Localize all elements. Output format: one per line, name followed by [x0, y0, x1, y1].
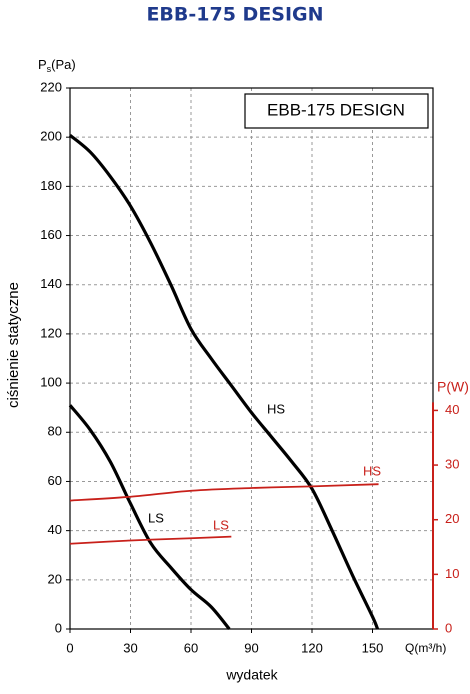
y-tick-label: 100 [40, 375, 62, 390]
legend-box-text: EBB-175 DESIGN [267, 100, 405, 119]
y-tick-label: 200 [40, 129, 62, 144]
y-tick-label: 40 [48, 522, 62, 537]
power-curve [69, 483, 379, 502]
pressure-curve [68, 133, 380, 630]
y2-unit: P(W) [437, 379, 469, 395]
x-axis-label: wydatek [225, 667, 278, 683]
y-tick-label: 160 [40, 227, 62, 242]
y-tick-label: 0 [55, 620, 62, 635]
chart-title: EBB-175 DESIGN [146, 4, 323, 26]
plot-border [69, 87, 434, 630]
power-curve [69, 535, 232, 545]
y-axis-label: ciśnienie statyczne [5, 282, 22, 408]
legend-box [244, 93, 429, 129]
y2-tick-label: 10 [445, 566, 459, 581]
series-label: LS [148, 510, 164, 525]
series-label: LS [213, 517, 229, 532]
x-tick-label: 120 [301, 640, 323, 655]
y-tick-label: 120 [40, 325, 62, 340]
y2-tick-label: 30 [445, 456, 459, 471]
y-unit: Ps(Pa) [38, 57, 76, 74]
y-tick-label: 60 [48, 473, 62, 488]
x-tick-label: 90 [244, 640, 258, 655]
y2-tick-label: 20 [445, 511, 459, 526]
y-tick-label: 80 [48, 424, 62, 439]
y-unit-symbol: P [38, 57, 47, 72]
series-label: HS [267, 401, 285, 416]
x-tick-label: 150 [362, 640, 384, 655]
x-unit: Q(m³/h) [405, 641, 446, 655]
y2-tick-label: 0 [445, 620, 452, 635]
x-tick-label: 30 [123, 640, 137, 655]
y-unit-subscript: s [47, 64, 52, 74]
x-tick-label: 0 [66, 640, 73, 655]
pressure-curve [68, 404, 231, 631]
x-tick-label: 60 [184, 640, 198, 655]
y-tick-label: 180 [40, 178, 62, 193]
y2-tick-label: 40 [445, 402, 459, 417]
series-label: HS [363, 463, 381, 478]
y-tick-label: 140 [40, 276, 62, 291]
y-tick-label: 220 [40, 79, 62, 94]
y-unit-text: (Pa) [51, 57, 76, 72]
y-tick-label: 20 [48, 571, 62, 586]
